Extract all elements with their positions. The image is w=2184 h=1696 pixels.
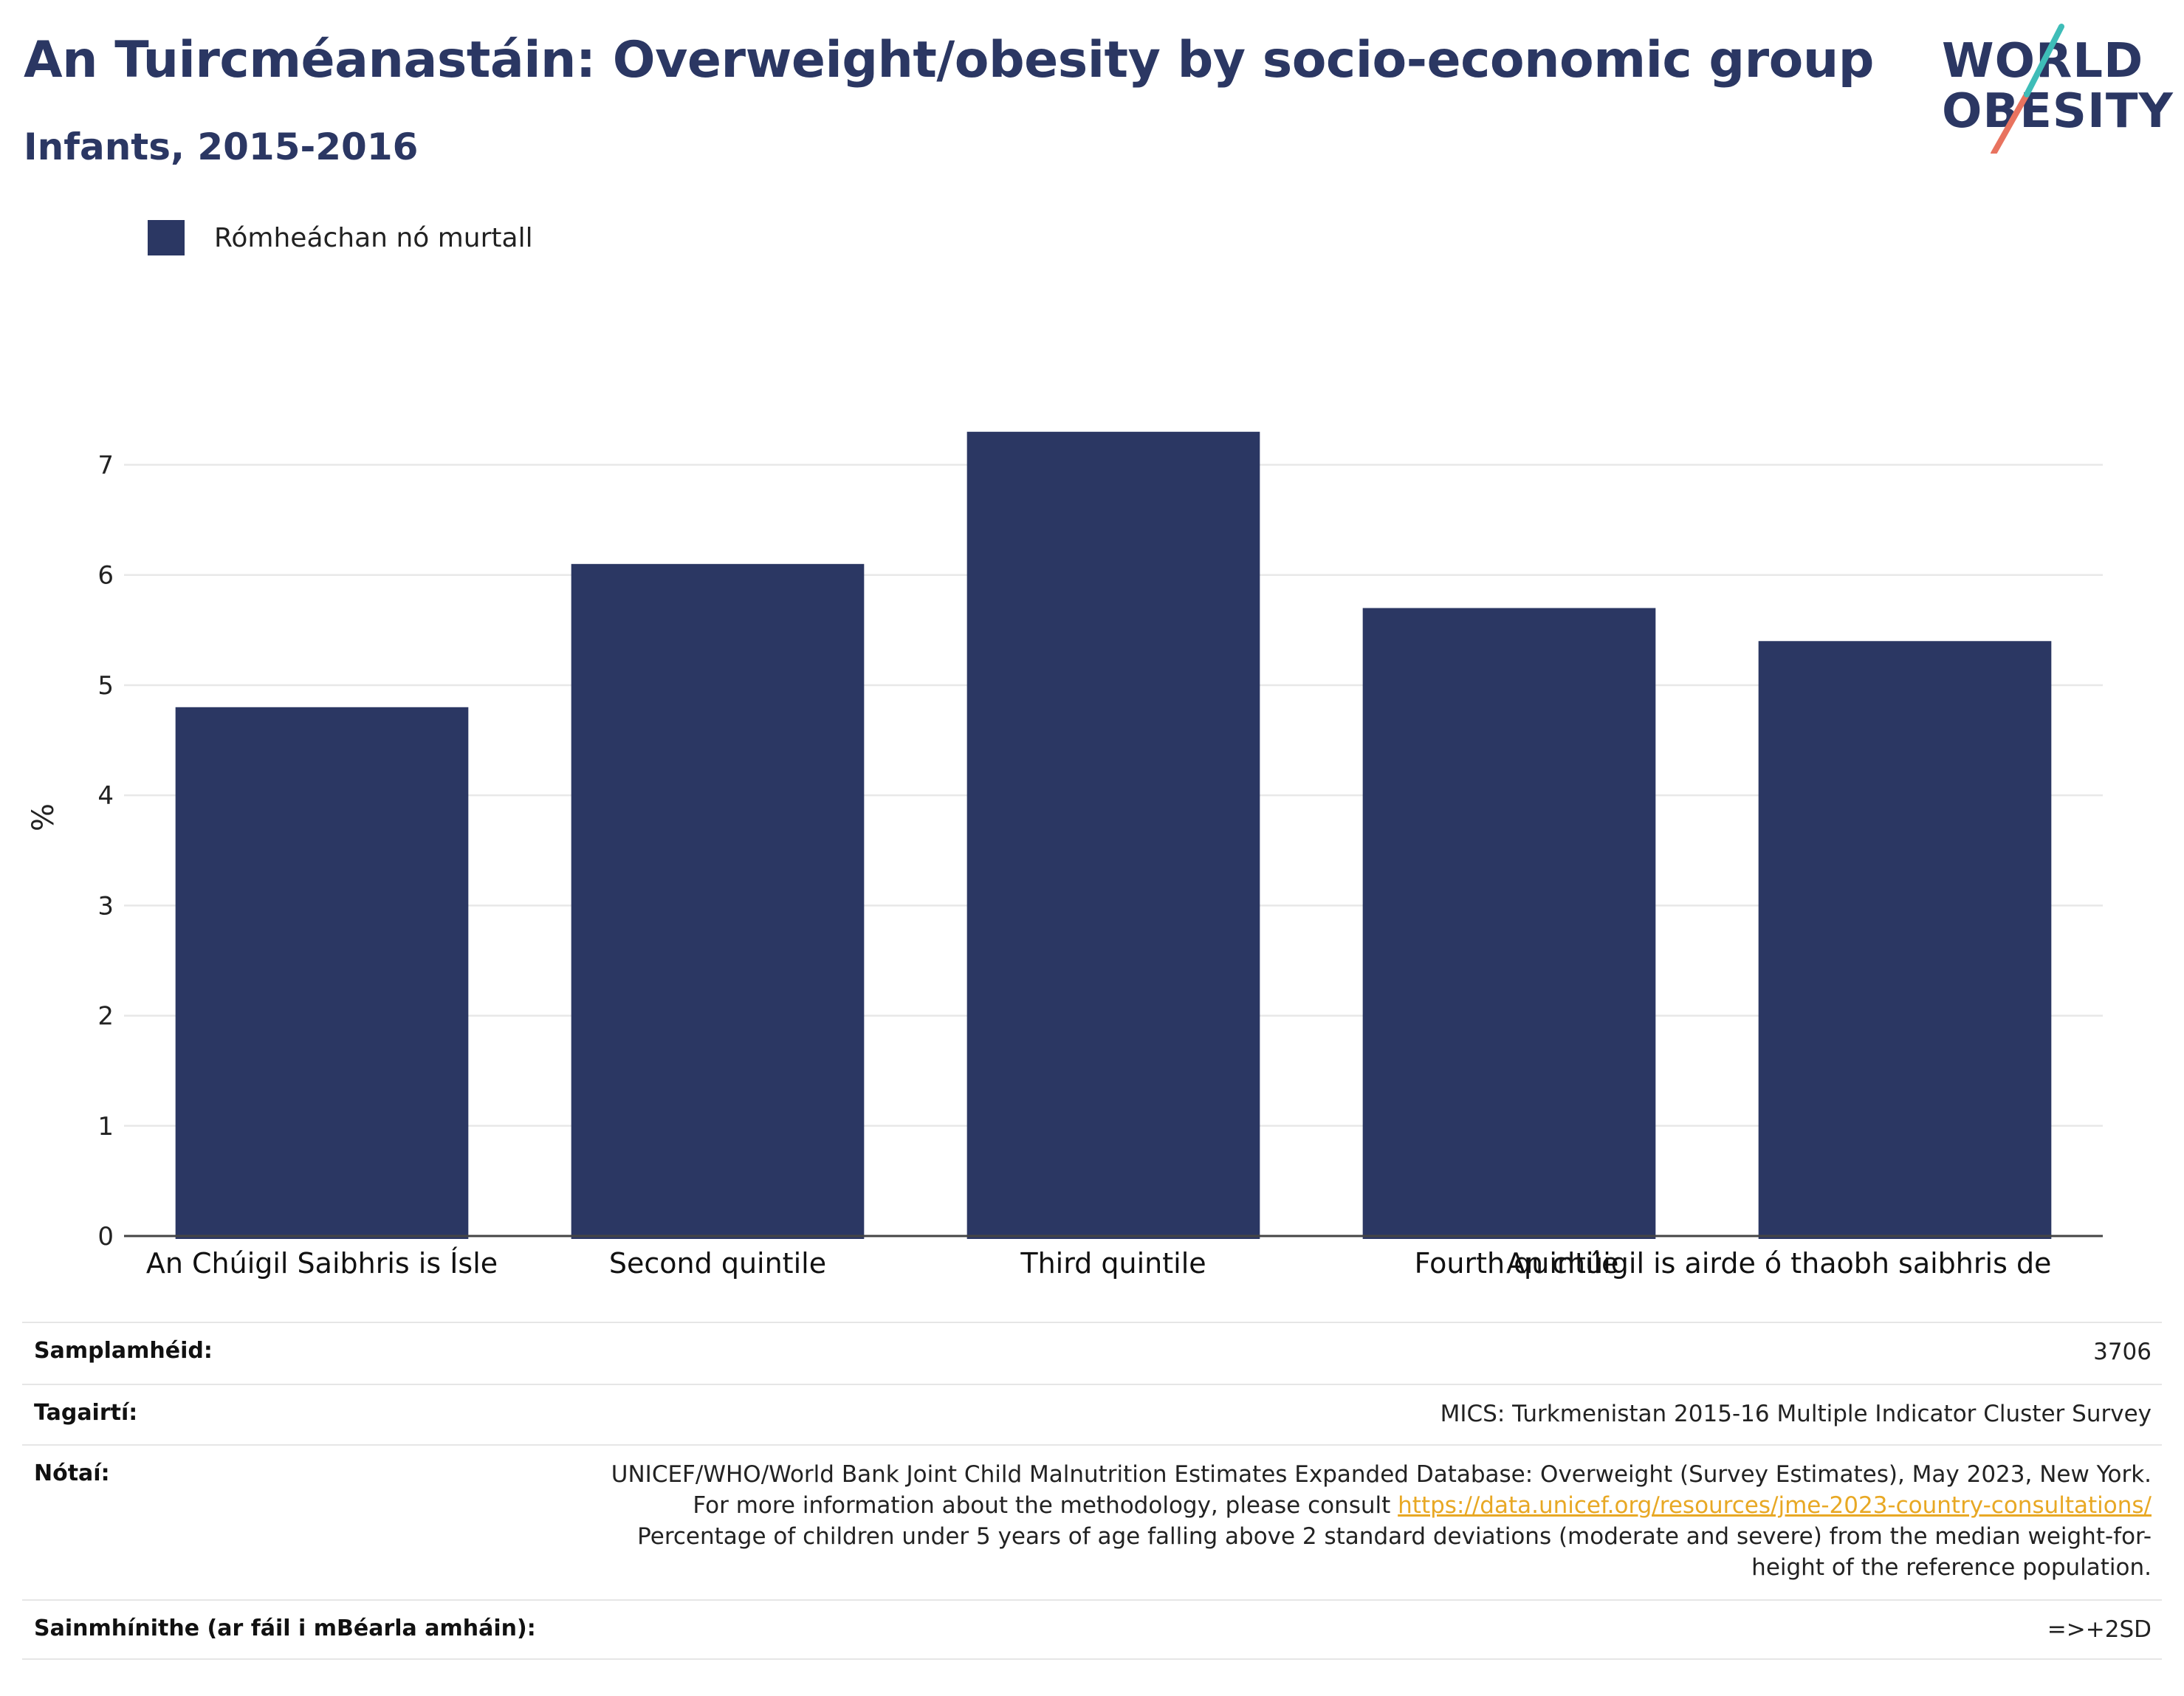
bar bbox=[571, 563, 865, 1239]
info-table: Samplamhéid: 3706 Tagairtí: MICS: Turkme… bbox=[22, 1322, 2162, 1660]
x-tick-label: Third quintile bbox=[1020, 1247, 1206, 1280]
sample-size-value: 3706 bbox=[2093, 1339, 2152, 1365]
y-tick-label: 7 bbox=[97, 451, 114, 481]
definitions-row: Sainmhínithe (ar fáil i mBéarla amháin):… bbox=[22, 1599, 2162, 1660]
notes-definition-text: Percentage of children under 5 years of … bbox=[637, 1523, 2152, 1581]
y-tick-label: 3 bbox=[97, 891, 114, 921]
notes-row: Nótaí: UNICEF/WHO/World Bank Joint Child… bbox=[22, 1444, 2162, 1599]
chart-title: An Tuircméanastáin: Overweight/obesity b… bbox=[24, 31, 1874, 89]
legend-label: Rómheáchan nó murtall bbox=[214, 223, 533, 253]
notes-link[interactable]: https://data.unicef.org/resources/jme-20… bbox=[1398, 1492, 2152, 1519]
logo-slash-icon bbox=[1991, 24, 2064, 154]
x-tick-label: An Chúigil Saibhris is Ísle bbox=[146, 1247, 498, 1280]
y-tick-label: 1 bbox=[97, 1112, 114, 1141]
references-value: MICS: Turkmenistan 2015-16 Multiple Indi… bbox=[1440, 1401, 2152, 1427]
bar-chart: 0 1 2 3 4 5 6 7 An Chúigil Saibhris is Ísle Seco… bbox=[27, 431, 2103, 1280]
definitions-value: =>+2SD bbox=[2047, 1616, 2152, 1643]
notes-label: Nótaí: bbox=[34, 1460, 110, 1486]
x-tick-label: An chúigil is airde ó thaobh saibhris de bbox=[1506, 1247, 2051, 1280]
logo-text-line2: OBESITY bbox=[1942, 84, 2174, 139]
sample-size-row: Samplamhéid: 3706 bbox=[22, 1322, 2162, 1384]
sample-size-label: Samplamhéid: bbox=[34, 1338, 213, 1364]
y-tick-label: 5 bbox=[97, 671, 114, 701]
y-tick-label: 6 bbox=[97, 561, 114, 591]
y-tick-label: 0 bbox=[97, 1222, 114, 1252]
x-tick-label: Fourth quintile bbox=[1415, 1247, 1619, 1280]
x-axis-labels: An Chúigil Saibhris is Ísle Second quinti… bbox=[146, 1247, 2052, 1280]
y-tick-label: 4 bbox=[97, 781, 114, 811]
notes-text: UNICEF/WHO/World Bank Joint Child Malnut… bbox=[611, 1461, 2152, 1519]
y-axis-ticks: 0 1 2 3 4 5 6 7 bbox=[97, 451, 114, 1252]
world-obesity-logo: WORLD OBESITY bbox=[1920, 21, 2174, 154]
notes-value: UNICEF/WHO/World Bank Joint Child Malnut… bbox=[601, 1459, 2152, 1583]
definitions-label: Sainmhínithe (ar fáil i mBéarla amháin): bbox=[34, 1616, 536, 1641]
bar bbox=[1758, 641, 2052, 1239]
x-tick-label: Second quintile bbox=[609, 1247, 826, 1280]
bar bbox=[966, 431, 1260, 1239]
y-tick-label: 2 bbox=[97, 1002, 114, 1031]
bar bbox=[1362, 608, 1656, 1239]
bars bbox=[175, 431, 2052, 1239]
y-axis-title: % bbox=[27, 803, 61, 831]
references-row: Tagairtí: MICS: Turkmenistan 2015-16 Mul… bbox=[22, 1384, 2162, 1444]
references-label: Tagairtí: bbox=[34, 1400, 138, 1426]
legend-swatch bbox=[148, 220, 185, 255]
bar bbox=[175, 707, 469, 1239]
chart-subtitle: Infants, 2015-2016 bbox=[24, 126, 419, 168]
